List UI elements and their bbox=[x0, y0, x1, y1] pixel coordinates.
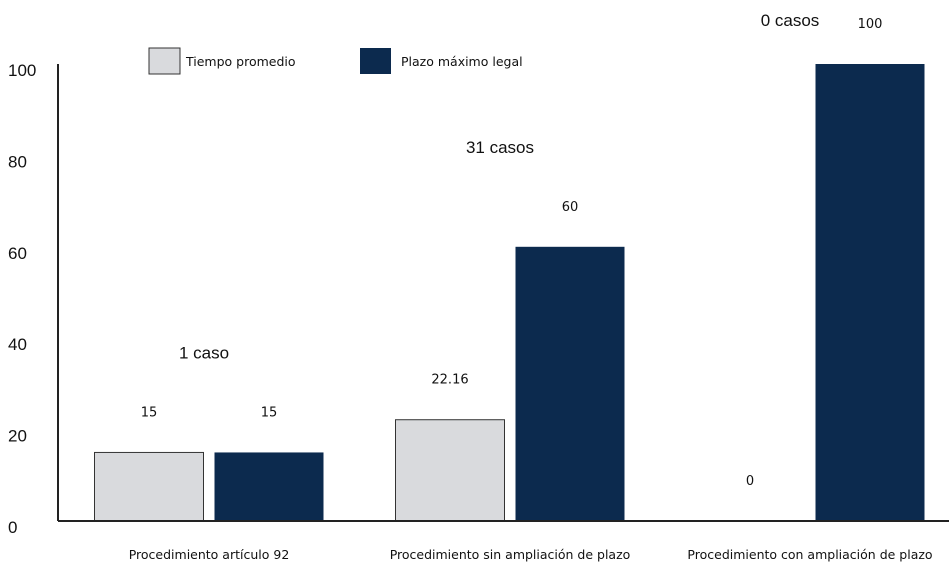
bars bbox=[94, 64, 925, 522]
y-axis-ticks: 0 20 40 60 80 100 bbox=[8, 61, 36, 537]
data-labels: 15 15 22.16 60 0 100 bbox=[141, 17, 883, 489]
category-labels: Procedimiento artículo 92 Procedimiento s… bbox=[129, 547, 933, 562]
data-label-series-1-cat-2: 100 bbox=[858, 17, 883, 32]
legend-swatch-tiempo-promedio bbox=[148, 47, 181, 75]
case-count-1: 31 casos bbox=[466, 138, 534, 157]
data-label-series-0-cat-2: 0 bbox=[746, 474, 754, 489]
y-tick-label-60: 60 bbox=[8, 244, 27, 263]
case-count-0: 1 caso bbox=[179, 343, 229, 362]
legend-label-plazo-maximo-legal: Plazo máximo legal bbox=[401, 54, 523, 69]
y-tick-label-40: 40 bbox=[8, 335, 27, 354]
data-label-series-0-cat-0: 15 bbox=[141, 405, 158, 420]
legend-item-plazo-maximo-legal: Plazo máximo legal bbox=[360, 48, 523, 74]
category-label-0: Procedimiento artículo 92 bbox=[129, 547, 290, 562]
y-tick-label-100: 100 bbox=[8, 61, 36, 80]
bar-series-0-cat-0 bbox=[94, 451, 204, 522]
legend-item-tiempo-promedio: Tiempo promedio bbox=[148, 47, 296, 75]
data-label-series-1-cat-1: 60 bbox=[562, 200, 579, 215]
data-label-series-1-cat-0: 15 bbox=[261, 405, 278, 420]
bar-series-1-cat-0 bbox=[214, 452, 324, 521]
case-count-2: 0 casos bbox=[761, 11, 820, 30]
y-tick-label-0: 0 bbox=[8, 518, 17, 537]
case-count-labels: 1 caso 31 casos 0 casos bbox=[179, 11, 819, 362]
data-label-series-0-cat-1: 22.16 bbox=[431, 373, 468, 388]
bar-series-1-cat-2 bbox=[815, 64, 925, 521]
legend-label-tiempo-promedio: Tiempo promedio bbox=[185, 54, 296, 69]
bar-series-1-cat-1 bbox=[515, 246, 625, 522]
legend: Tiempo promedio Plazo máximo legal bbox=[148, 47, 523, 75]
bar-series-0-cat-1 bbox=[395, 419, 505, 522]
category-label-2: Procedimiento con ampliación de plazo bbox=[687, 547, 932, 562]
y-tick-label-80: 80 bbox=[8, 152, 27, 171]
legend-swatch-plazo-maximo-legal bbox=[360, 48, 391, 74]
category-label-1: Procedimiento sin ampliación de plazo bbox=[390, 547, 631, 562]
y-tick-label-20: 20 bbox=[8, 427, 27, 446]
